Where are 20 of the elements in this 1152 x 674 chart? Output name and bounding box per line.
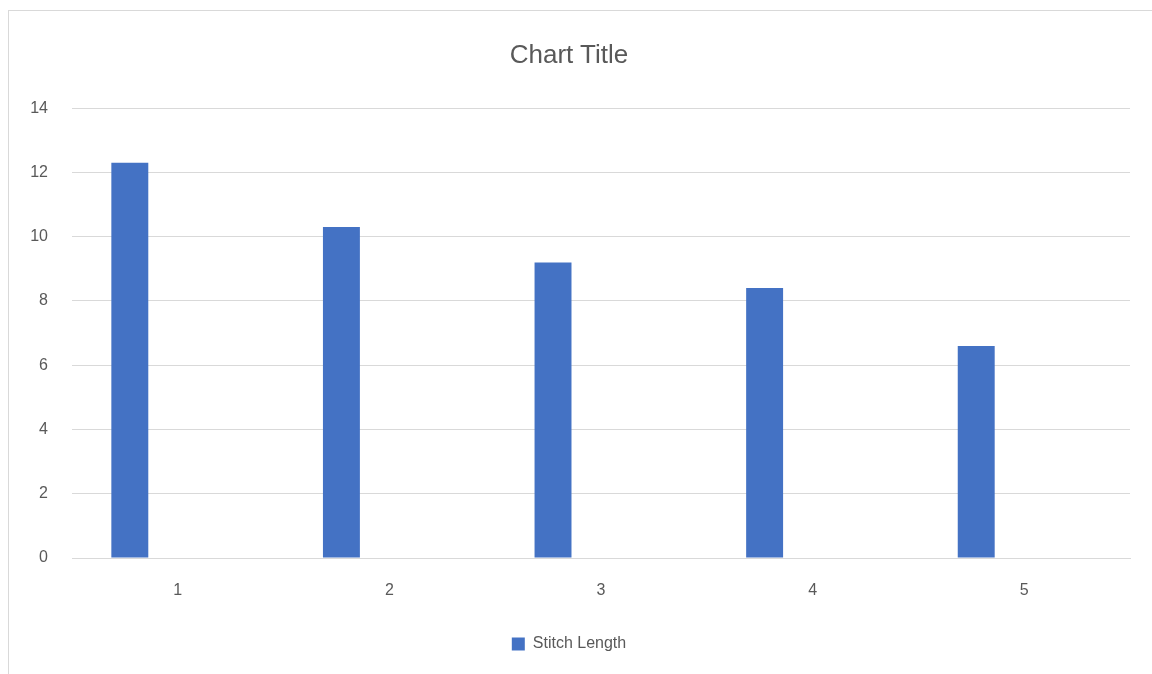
x-tick-label: 4 [808,581,818,599]
y-tick-label: 2 [39,484,49,502]
y-tick-label: 6 [39,355,49,373]
x-tick-label: 3 [596,581,606,599]
y-tick-label: 0 [39,548,49,566]
chart-title: Chart Title [509,38,629,69]
y-tick-label: 12 [30,162,49,180]
x-tick-label: 2 [384,581,394,599]
y-tick-label: 10 [30,227,49,245]
x-tick-label: 5 [1019,581,1029,599]
y-tick-label: 4 [39,419,49,437]
bar [534,262,572,558]
bar [322,227,360,558]
bar [746,288,784,558]
y-tick-label: 14 [30,98,49,116]
bar [111,162,149,558]
bar [957,345,995,558]
y-tick-label: 8 [39,291,49,309]
legend-label: Stitch Length [532,634,627,652]
x-tick-label: 1 [173,581,183,599]
